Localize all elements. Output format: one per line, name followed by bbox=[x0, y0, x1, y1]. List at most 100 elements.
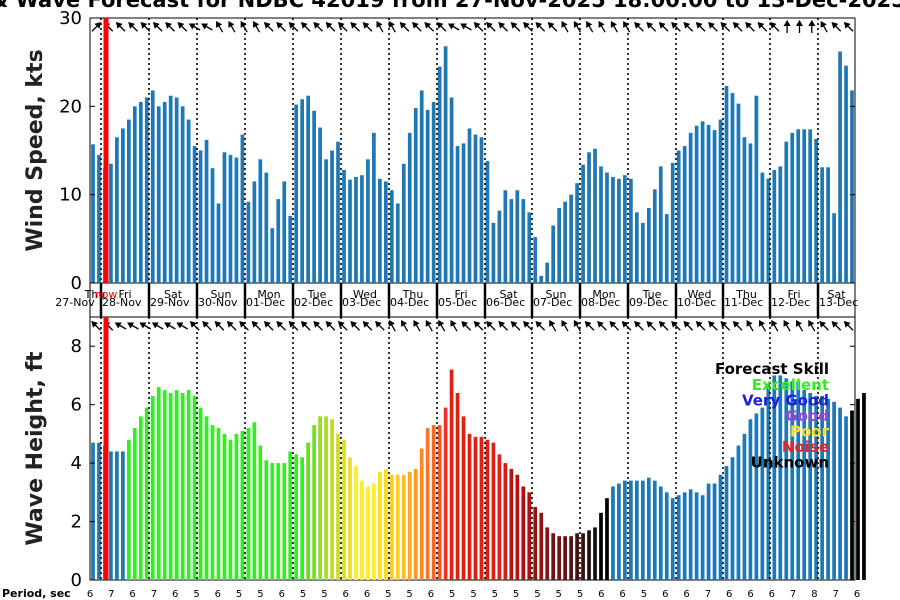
wind-direction-arrow bbox=[313, 22, 324, 32]
wave-bar bbox=[336, 433, 340, 580]
wind-bar bbox=[300, 99, 305, 284]
arrow-head bbox=[388, 20, 395, 28]
arrow-head bbox=[621, 321, 629, 328]
arrow-head bbox=[127, 322, 135, 329]
wind-bar bbox=[419, 90, 424, 284]
arrow-head bbox=[151, 322, 159, 329]
chart-title: & Wave Forecast for NDBC 42019 from 27-N… bbox=[0, 0, 900, 12]
wave-direction-arrow bbox=[746, 319, 754, 332]
arrow-head bbox=[808, 20, 816, 26]
arrow-head bbox=[263, 22, 271, 29]
wind-bar bbox=[407, 132, 412, 283]
wind-bar bbox=[354, 177, 358, 283]
arrow-head bbox=[498, 321, 506, 328]
period-value: 6 bbox=[726, 589, 732, 600]
wave-direction-arrow bbox=[510, 321, 521, 331]
wave-bar bbox=[563, 536, 567, 580]
arrow-head bbox=[216, 20, 223, 28]
wind-direction-arrow bbox=[720, 22, 731, 32]
wave-bar bbox=[461, 416, 466, 580]
wind-direction-arrow bbox=[424, 22, 435, 32]
wind-bar bbox=[515, 190, 520, 283]
wind-bar bbox=[796, 129, 801, 283]
wave-bar bbox=[198, 407, 203, 580]
wave-ytick-label: 2 bbox=[71, 512, 82, 533]
arrow-head bbox=[783, 20, 791, 26]
wind-bar bbox=[706, 124, 711, 283]
wind-ytick-label: 0 bbox=[71, 273, 82, 294]
wave-bar bbox=[282, 463, 287, 580]
legend-entry: Good bbox=[785, 407, 829, 425]
period-value: 7 bbox=[108, 589, 114, 600]
period-value: 7 bbox=[790, 589, 796, 600]
wave-bar bbox=[360, 480, 364, 580]
wind-ylabel: Wind Speed, kts bbox=[23, 49, 48, 251]
arrow-head bbox=[535, 22, 543, 29]
wave-direction-arrow bbox=[151, 322, 164, 330]
wind-bar bbox=[545, 262, 550, 283]
wind-bar bbox=[527, 212, 532, 283]
arrow-head bbox=[288, 321, 296, 328]
wave-bar bbox=[748, 419, 753, 580]
wave-bar bbox=[425, 428, 430, 580]
arrow-head bbox=[214, 321, 222, 328]
wave-bar bbox=[682, 492, 687, 580]
arrow-head bbox=[313, 22, 321, 29]
day-date: 13-Dec bbox=[819, 296, 858, 309]
period-value: 6 bbox=[172, 589, 178, 600]
wind-bar bbox=[742, 137, 747, 283]
wind-direction-arrow bbox=[362, 22, 373, 32]
arrow-head bbox=[732, 22, 740, 29]
wind-direction-arrow bbox=[253, 20, 261, 33]
arrow-head bbox=[176, 322, 184, 329]
wave-direction-arrow bbox=[708, 321, 718, 331]
wind-bar bbox=[712, 130, 717, 283]
wind-bar bbox=[216, 203, 221, 283]
wind-direction-arrow bbox=[510, 22, 521, 32]
arrow-head bbox=[165, 22, 172, 29]
wave-direction-arrow bbox=[425, 319, 433, 332]
wave-direction-arrow bbox=[438, 319, 446, 332]
wind-bar bbox=[467, 128, 472, 283]
arrow-head bbox=[769, 22, 777, 29]
arrow-head bbox=[820, 20, 827, 28]
wind-direction-arrow bbox=[671, 22, 681, 32]
wave-bar bbox=[479, 436, 484, 580]
wave-direction-arrow bbox=[584, 321, 595, 331]
wind-bar bbox=[694, 125, 699, 284]
arrow-head bbox=[623, 20, 630, 28]
wind-direction-arrow bbox=[300, 22, 311, 32]
day-name: Sat bbox=[164, 288, 183, 301]
wave-bar bbox=[115, 451, 119, 580]
arrow-head bbox=[758, 319, 766, 327]
arrow-head bbox=[671, 22, 678, 29]
arrow-head bbox=[498, 22, 506, 29]
wave-direction-arrow bbox=[202, 321, 212, 331]
arrow-head bbox=[140, 22, 148, 29]
wind-bar bbox=[174, 97, 179, 283]
wind-bar bbox=[240, 134, 245, 283]
arrow-head bbox=[226, 321, 234, 328]
wind-bar bbox=[497, 210, 502, 283]
wind-bar bbox=[772, 169, 777, 283]
wind-bar bbox=[150, 90, 155, 284]
wind-bar bbox=[754, 95, 759, 283]
arrow-head bbox=[337, 321, 345, 328]
arrow-head bbox=[808, 319, 815, 327]
wind-bar bbox=[264, 172, 269, 283]
wave-bar bbox=[222, 433, 227, 580]
arrow-head bbox=[276, 22, 284, 29]
arrow-head bbox=[253, 20, 260, 28]
legend-entry: Unknown bbox=[751, 454, 829, 472]
period-value: 6 bbox=[364, 589, 370, 600]
wind-direction-arrow bbox=[796, 20, 803, 33]
wind-direction-arrow bbox=[276, 22, 287, 32]
wind-bar bbox=[688, 132, 693, 283]
period-value: 6 bbox=[662, 589, 668, 600]
wind-bar bbox=[162, 101, 167, 283]
wave-direction-arrow bbox=[388, 319, 396, 332]
wind-bar bbox=[121, 128, 125, 283]
arrow-head bbox=[831, 321, 839, 328]
wave-bar bbox=[413, 468, 418, 580]
